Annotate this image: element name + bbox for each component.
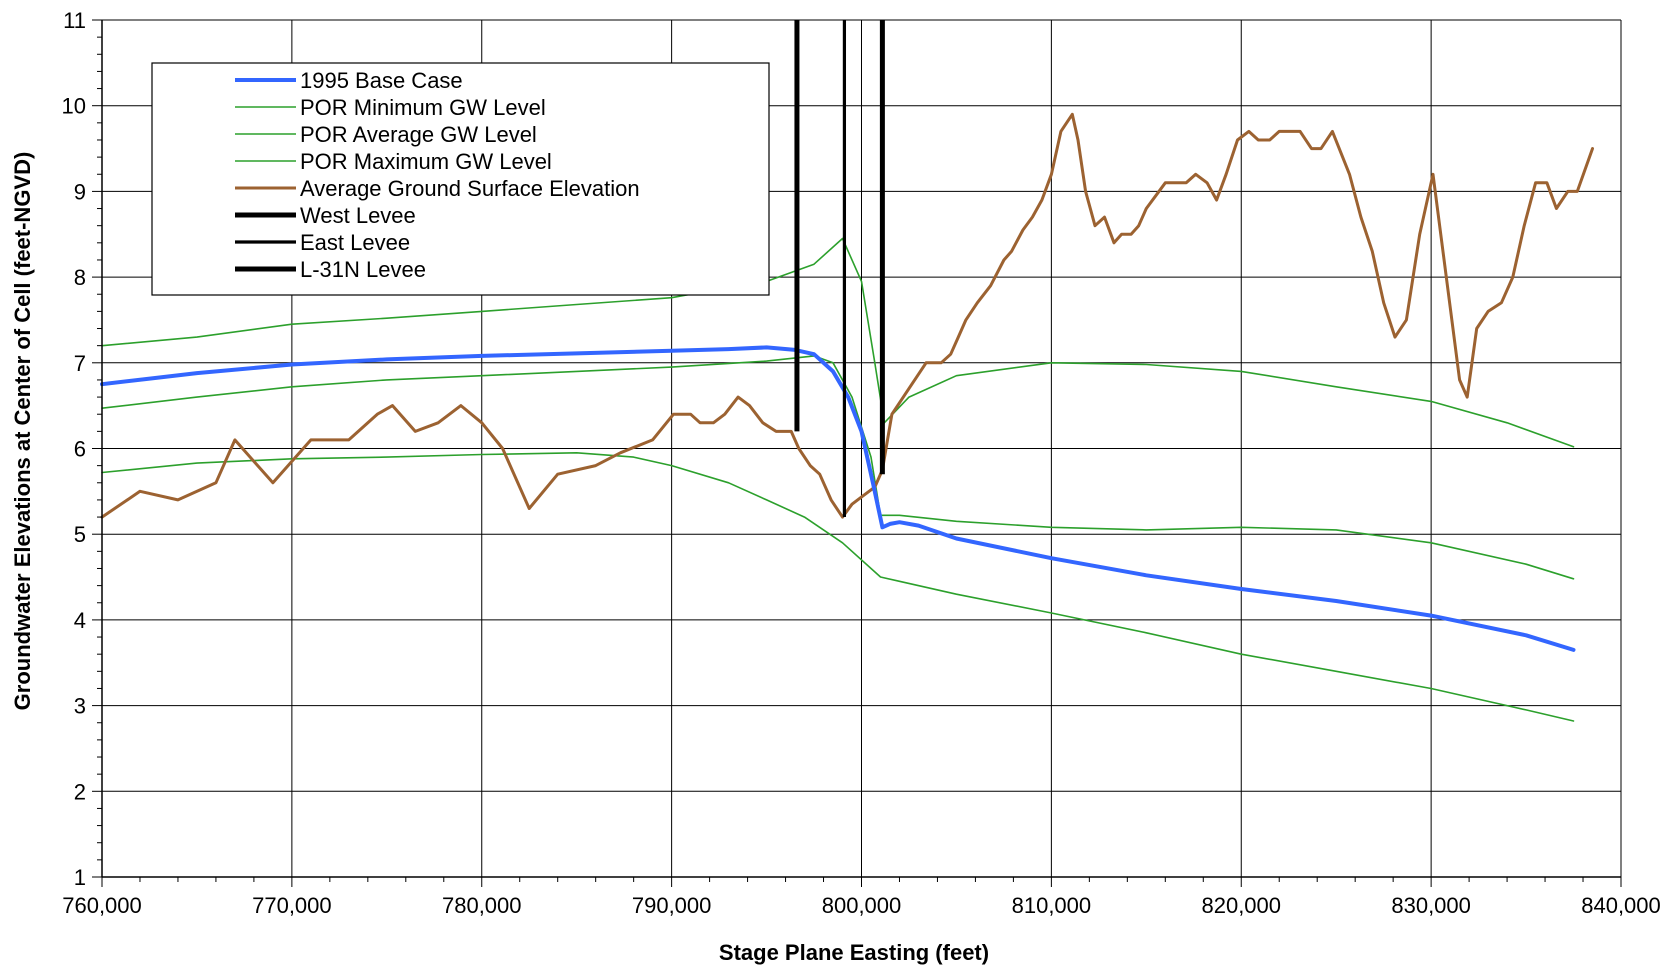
y-tick-label: 6 [74, 437, 86, 462]
legend-label: East Levee [300, 230, 410, 255]
x-tick-label: 800,000 [822, 893, 902, 918]
y-tick-label: 4 [74, 608, 86, 633]
x-tick-label: 840,000 [1581, 893, 1661, 918]
y-tick-label: 11 [63, 8, 86, 33]
legend-label: 1995 Base Case [300, 68, 463, 93]
legend-label: L-31N Levee [300, 257, 426, 282]
x-axis-title: Stage Plane Easting (feet) [719, 940, 989, 965]
x-tick-label: 830,000 [1391, 893, 1471, 918]
x-tick-label: 810,000 [1012, 893, 1092, 918]
y-axis-title: Groundwater Elevations at Center of Cell… [10, 152, 35, 711]
y-tick-label: 9 [74, 179, 86, 204]
x-tick-label: 780,000 [442, 893, 522, 918]
x-tick-label: 790,000 [632, 893, 712, 918]
x-tick-label: 760,000 [62, 893, 142, 918]
legend-label: West Levee [300, 203, 416, 228]
y-tick-label: 2 [74, 779, 86, 804]
y-tick-label: 1 [74, 865, 86, 890]
y-tick-label: 7 [74, 351, 86, 376]
y-tick-label: 8 [74, 265, 86, 290]
y-tick-label: 10 [62, 94, 86, 119]
legend-label: Average Ground Surface Elevation [300, 176, 640, 201]
legend-label: POR Minimum GW Level [300, 95, 546, 120]
y-tick-label: 5 [74, 522, 86, 547]
x-tick-label: 770,000 [252, 893, 332, 918]
x-tick-label: 820,000 [1201, 893, 1281, 918]
y-tick-label: 3 [74, 694, 86, 719]
legend-label: POR Maximum GW Level [300, 149, 552, 174]
legend-label: POR Average GW Level [300, 122, 537, 147]
